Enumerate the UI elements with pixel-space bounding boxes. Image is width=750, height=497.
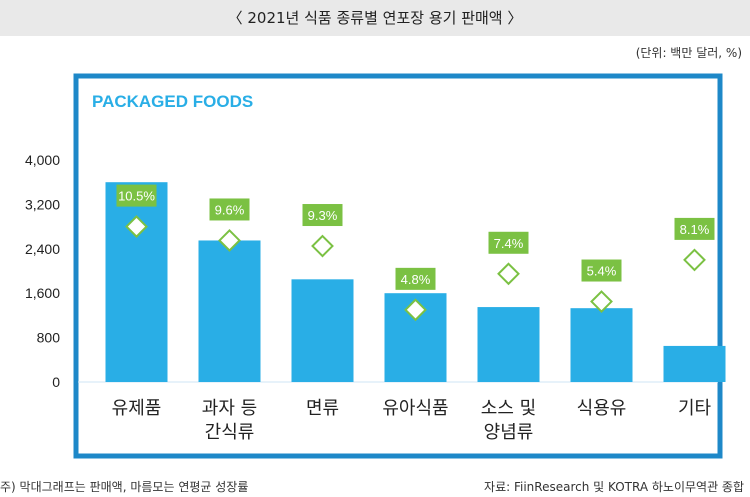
growth-diamond-marker [218,229,241,252]
growth-label: 4.8% [401,272,431,287]
x-category-label: 간식류 [205,422,255,443]
bar [105,182,168,382]
chart-title: 〈 2021년 식품 종류별 연포장 용기 판매액 〉 [227,9,523,27]
y-tick-label: 1,600 [25,285,60,301]
bar [291,279,354,382]
growth-diamond-marker [497,262,520,286]
growth-label-box [302,204,343,227]
bar [663,345,726,382]
y-tick-label: 0 [52,374,60,390]
x-category-label: 식용유 [577,398,627,419]
growth-label: 7.4% [494,236,524,251]
growth-label-box [488,231,529,254]
x-category-label: 면류 [306,398,339,419]
growth-label: 10.5% [118,189,155,204]
title-bar: 〈 2021년 식품 종류별 연포장 용기 판매액 〉 [0,0,750,36]
footnote: 주) 막대그래프는 판매액, 마름모는 연평균 성장률 [0,480,249,494]
bar [198,240,261,382]
y-axis: 4,000 3,200 2,400 1,600 800 0 [25,152,718,390]
bars-group [105,182,726,382]
x-category-label: 유제품 [112,398,162,419]
growth-label: 5.4% [587,264,617,279]
growth-label-box [209,198,250,221]
x-category-label: 과자 등 [202,398,257,419]
y-tick-label: 4,000 [25,152,60,168]
growth-diamond-marker [590,290,613,313]
unit-label: (단위: 백만 달러, %) [635,46,742,60]
bar [570,308,633,382]
y-tick-label: 2,400 [25,241,60,257]
growth-label: 9.6% [215,202,245,217]
growth-label-box [581,259,622,282]
growth-diamond-marker [125,215,148,239]
growth-label-box [116,184,157,207]
growth-diamond-marker [683,248,706,272]
growth-label-box [674,217,715,240]
y-tick-label: 800 [37,330,61,346]
diamonds-group [125,215,706,322]
x-category-label: 양념류 [484,422,534,443]
panel-title: PACKAGED FOODS [92,92,253,111]
y-tick-label: 3,200 [25,196,60,212]
growth-label: 9.3% [308,208,338,223]
growth-diamond-marker [404,298,427,322]
growth-label: 8.1% [680,222,710,237]
x-category-label: 기타 [678,398,712,419]
source-note: 자료: FiinResearch 및 KOTRA 하노이무역관 종합 [484,480,744,494]
growth-labels-group: 10.5% 9.6% 9.3% 4.8% 7.4% 5.4% 8.1% [116,184,715,290]
bar [477,307,540,382]
growth-label-box [395,267,436,290]
x-category-label: 유아식품 [382,398,448,419]
x-category-label: 소스 및 [481,398,536,419]
chart-frame [73,73,723,459]
growth-diamond-marker [311,234,334,258]
